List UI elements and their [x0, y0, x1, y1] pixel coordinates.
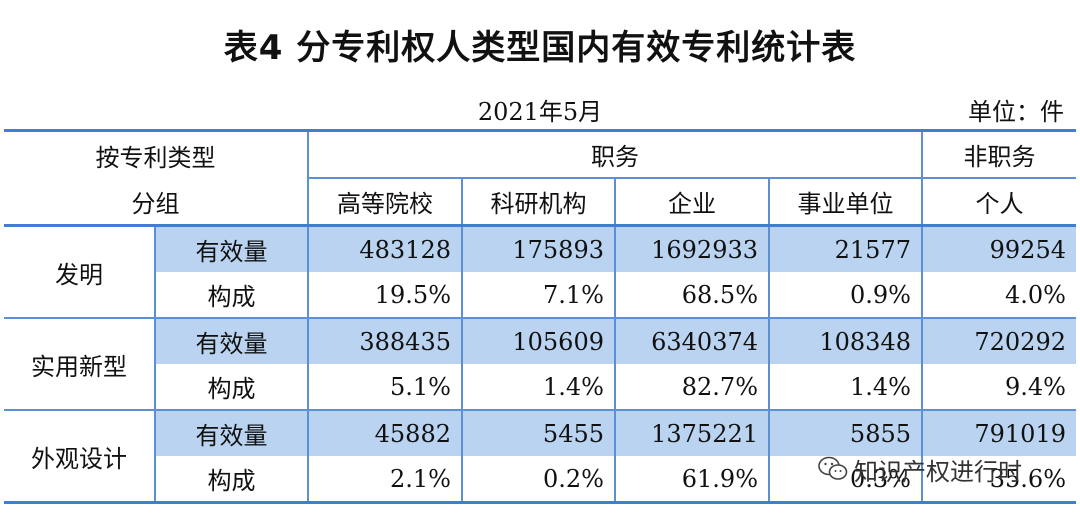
table-title: 表4 分专利权人类型国内有效专利统计表 — [223, 28, 857, 68]
group-header-line2: 分组 — [4, 178, 308, 226]
row-label: 有效量 — [154, 409, 308, 456]
table-cell: 108348 — [768, 317, 922, 364]
row-label: 有效量 — [154, 317, 308, 364]
table-cell: 5855 — [768, 409, 922, 456]
group-name: 外观设计 — [4, 409, 155, 504]
table-cell: 68.5% — [614, 272, 769, 318]
table-cell: 483128 — [307, 224, 462, 272]
row-label: 有效量 — [154, 224, 308, 272]
table-cell: 61.9% — [614, 456, 769, 504]
table-row: 发明 有效量 483128 175893 1692933 21577 99254 — [4, 224, 1076, 318]
table-cell: 5.1% — [307, 364, 462, 410]
table-row: 外观设计 有效量 45882 5455 1375221 5855 791019 — [4, 409, 1076, 504]
header-row-1: 按专利类型 职务 非职务 — [4, 129, 1076, 178]
table-row: 构成 19.5% 7.1% 68.5% 0.9% 4.0% — [4, 272, 1076, 318]
row-label: 构成 — [154, 456, 308, 504]
table-cell: 175893 — [461, 224, 615, 272]
table-cell: 1.4% — [461, 364, 615, 410]
table-cell: 82.7% — [614, 364, 769, 410]
service-header: 职务 — [307, 129, 922, 178]
column-header: 高等院校 — [307, 177, 462, 226]
table-cell: 19.5% — [307, 272, 462, 318]
table-cell: 35.6% — [921, 456, 1076, 504]
watermark-text: 知识产权进行时 — [854, 457, 1022, 486]
group-name: 发明 — [4, 224, 155, 318]
table-cell: 9.4% — [921, 364, 1076, 410]
row-label: 构成 — [154, 272, 308, 318]
column-header: 个人 — [921, 177, 1076, 226]
table-cell: 105609 — [461, 317, 615, 364]
group-name: 实用新型 — [4, 317, 155, 410]
table-cell: 1375221 — [614, 409, 769, 456]
table-cell: 0.9% — [768, 272, 922, 318]
table-cell: 1.4% — [768, 364, 922, 410]
table-date: 2021年5月 — [477, 98, 603, 126]
table-row: 构成 5.1% 1.4% 82.7% 1.4% 9.4% — [4, 364, 1076, 410]
table-cell: 4.0% — [921, 272, 1076, 318]
table-cell: 1692933 — [614, 224, 769, 272]
table-cell: 0.2% — [461, 456, 615, 504]
header-row-2: 分组 高等院校 科研机构 企业 事业单位 个人 — [4, 177, 1076, 226]
watermark: 知识产权进行时 — [818, 452, 1068, 486]
table-cell: 388435 — [307, 317, 462, 364]
column-header: 科研机构 — [461, 177, 615, 226]
group-header-line1: 按专利类型 — [4, 129, 308, 178]
patent-statistics-table: 按专利类型 职务 非职务 分组 高等院校 科研机构 企业 事业单位 个人 发明 … — [4, 129, 1076, 504]
wechat-icon — [818, 456, 848, 480]
table-cell: 791019 — [921, 409, 1076, 456]
table-row: 实用新型 有效量 388435 105609 6340374 108348 72… — [4, 317, 1076, 410]
table-cell: 2.1% — [307, 456, 462, 504]
table-cell: 720292 — [921, 317, 1076, 364]
row-label: 构成 — [154, 364, 308, 410]
table-cell: 6340374 — [614, 317, 769, 364]
table-cell: 7.1% — [461, 272, 615, 318]
column-header: 事业单位 — [768, 177, 922, 226]
table-cell: 21577 — [768, 224, 922, 272]
table-cell: 0.3% — [768, 456, 922, 504]
column-header: 企业 — [614, 177, 769, 226]
table-cell: 5455 — [461, 409, 615, 456]
table-row: 构成 2.1% 0.2% 61.9% 0.3% 35.6% — [4, 456, 1076, 504]
table-unit: 单位：件 — [968, 98, 1064, 126]
table-cell: 99254 — [921, 224, 1076, 272]
non-service-header: 非职务 — [921, 129, 1076, 178]
table-cell: 45882 — [307, 409, 462, 456]
